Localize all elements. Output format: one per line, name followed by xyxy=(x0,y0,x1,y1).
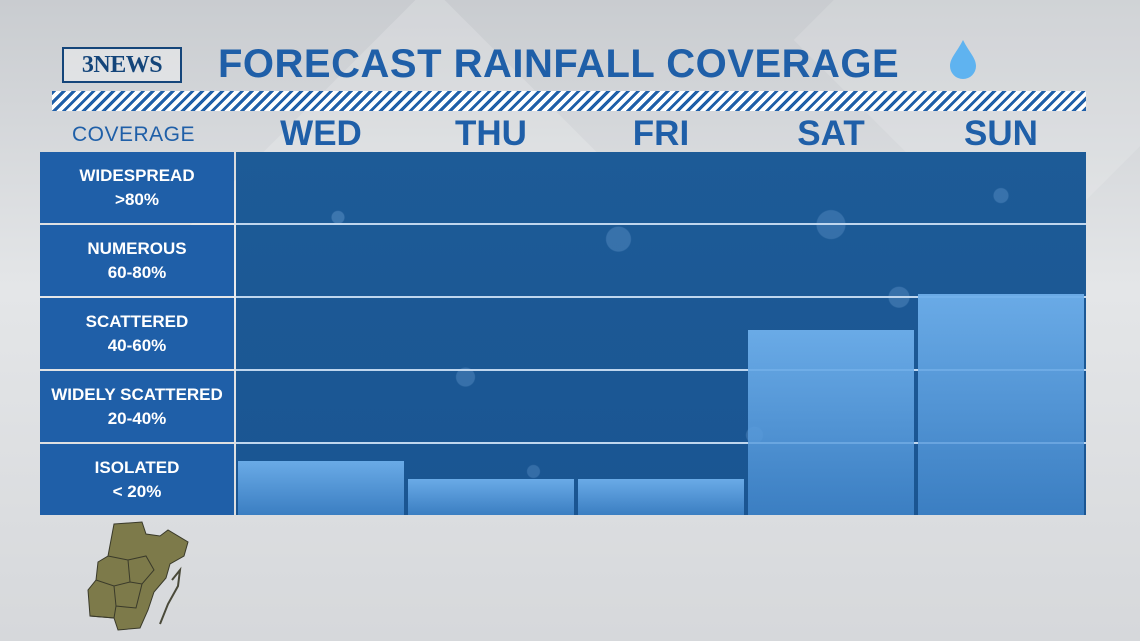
coverage-band-isolated: ISOLATED < 20% xyxy=(40,444,234,515)
raindrop-icon xyxy=(950,40,976,79)
band-range: 40-60% xyxy=(107,335,167,355)
bar-thu xyxy=(408,478,574,515)
day-label-wed: WED xyxy=(280,114,362,153)
page-title: FORECAST RAINFALL COVERAGE xyxy=(218,42,900,86)
band-range: >80% xyxy=(115,189,159,209)
band-name: WIDELY SCATTERED xyxy=(51,384,223,404)
band-range: < 20% xyxy=(112,481,162,501)
bar-sat xyxy=(748,329,914,515)
band-name: WIDESPREAD xyxy=(79,165,195,185)
band-range: 60-80% xyxy=(107,262,167,282)
bar-wed xyxy=(238,460,404,515)
band-name: SCATTERED xyxy=(85,311,189,331)
coverage-band-widely-scattered: WIDELY SCATTERED 20-40% xyxy=(40,371,234,442)
day-label-fri: FRI xyxy=(632,114,690,153)
day-label-sat: SAT xyxy=(797,114,865,153)
gridline xyxy=(236,223,1086,225)
coverage-band-numerous: NUMEROUS 60-80% xyxy=(40,225,234,296)
station-logo: 3NEWS xyxy=(62,47,182,83)
band-name: ISOLATED xyxy=(94,457,180,477)
gridline xyxy=(236,296,1086,298)
day-label-thu: THU xyxy=(455,114,527,153)
band-range: 20-40% xyxy=(107,408,167,428)
gridline xyxy=(236,369,1086,371)
coverage-header: COVERAGE xyxy=(72,123,196,146)
rainfall-coverage-plot xyxy=(236,152,1086,515)
coverage-band-scattered: SCATTERED 40-60% xyxy=(40,298,234,369)
header-stripe xyxy=(52,91,1086,111)
gridline xyxy=(236,442,1086,444)
band-name: NUMEROUS xyxy=(87,238,187,258)
day-label-sun: SUN xyxy=(964,114,1038,153)
texas-coastal-bend-map-icon xyxy=(87,521,189,631)
bar-fri xyxy=(578,478,744,515)
coverage-band-widespread: WIDESPREAD >80% xyxy=(40,152,234,223)
bar-sun xyxy=(918,293,1084,515)
